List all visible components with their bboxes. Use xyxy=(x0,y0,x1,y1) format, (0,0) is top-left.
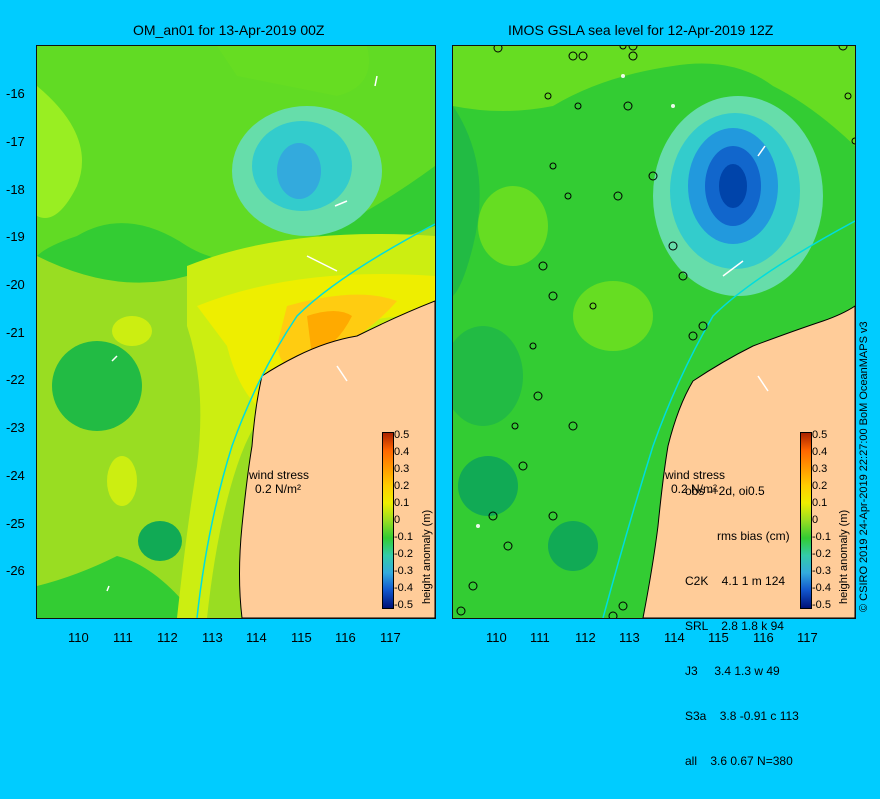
lat-label: -17 xyxy=(6,134,25,149)
lon-label: 117 xyxy=(797,630,818,645)
left-colorbar xyxy=(382,432,394,609)
lat-label: -20 xyxy=(6,277,25,292)
right-map-canvas xyxy=(443,41,859,621)
lat-label: -22 xyxy=(6,372,25,387)
lon-label: 112 xyxy=(157,630,178,645)
lon-label: 110 xyxy=(486,630,507,645)
right-map-panel: wind stress 0.2 N/m² obs -+2d, oi0.5 rms… xyxy=(443,41,859,768)
right-colorbar-label: height anomaly (m) xyxy=(838,509,850,604)
lon-label: 113 xyxy=(619,630,640,645)
lat-label: -18 xyxy=(6,182,25,197)
left-map-panel: wind stress 0.2 N/m² xyxy=(36,45,436,619)
lat-label: -16 xyxy=(6,86,25,101)
left-map-canvas xyxy=(37,46,436,619)
lon-label: 114 xyxy=(246,630,267,645)
lat-label: -19 xyxy=(6,229,25,244)
lat-label: -26 xyxy=(6,563,25,578)
right-colorbar xyxy=(800,432,812,609)
lon-label: 110 xyxy=(68,630,89,645)
lon-label: 114 xyxy=(664,630,685,645)
left-map-title: OM_an01 for 13-Apr-2019 00Z xyxy=(133,22,325,38)
lon-label: 111 xyxy=(113,630,133,645)
right-wind-label: wind stress 0.2 N/m² xyxy=(665,468,726,496)
lon-label: 111 xyxy=(530,630,550,645)
right-map-title: IMOS GSLA sea level for 12-Apr-2019 12Z xyxy=(508,22,774,38)
left-colorbar-ticks: 0.5 0.4 0.3 0.2 0.1 0 -0.1 -0.2 -0.3 -0.… xyxy=(394,429,413,611)
left-colorbar-label: height anomaly (m) xyxy=(421,509,433,604)
lat-label: -25 xyxy=(6,516,25,531)
stats-table: obs -+2d, oi0.5 rms bias (cm) C2K 4.1 1 … xyxy=(685,484,799,768)
lon-label: 116 xyxy=(753,630,774,645)
left-wind-label: wind stress 0.2 N/m² xyxy=(249,468,310,496)
lat-label: -23 xyxy=(6,420,25,435)
lon-label: 113 xyxy=(202,630,223,645)
lon-label: 115 xyxy=(291,630,312,645)
lon-label: 117 xyxy=(380,630,401,645)
credit-text: © CSIRO 2019 24-Apr-2019 22:27:00 BoM Oc… xyxy=(858,321,870,612)
lat-label: -21 xyxy=(6,325,25,340)
lon-label: 112 xyxy=(575,630,596,645)
lon-label: 115 xyxy=(708,630,729,645)
lat-label: -24 xyxy=(6,468,25,483)
lon-label: 116 xyxy=(335,630,356,645)
right-colorbar-ticks: 0.5 0.4 0.3 0.2 0.1 0 -0.1 -0.2 -0.3 -0.… xyxy=(812,429,831,611)
